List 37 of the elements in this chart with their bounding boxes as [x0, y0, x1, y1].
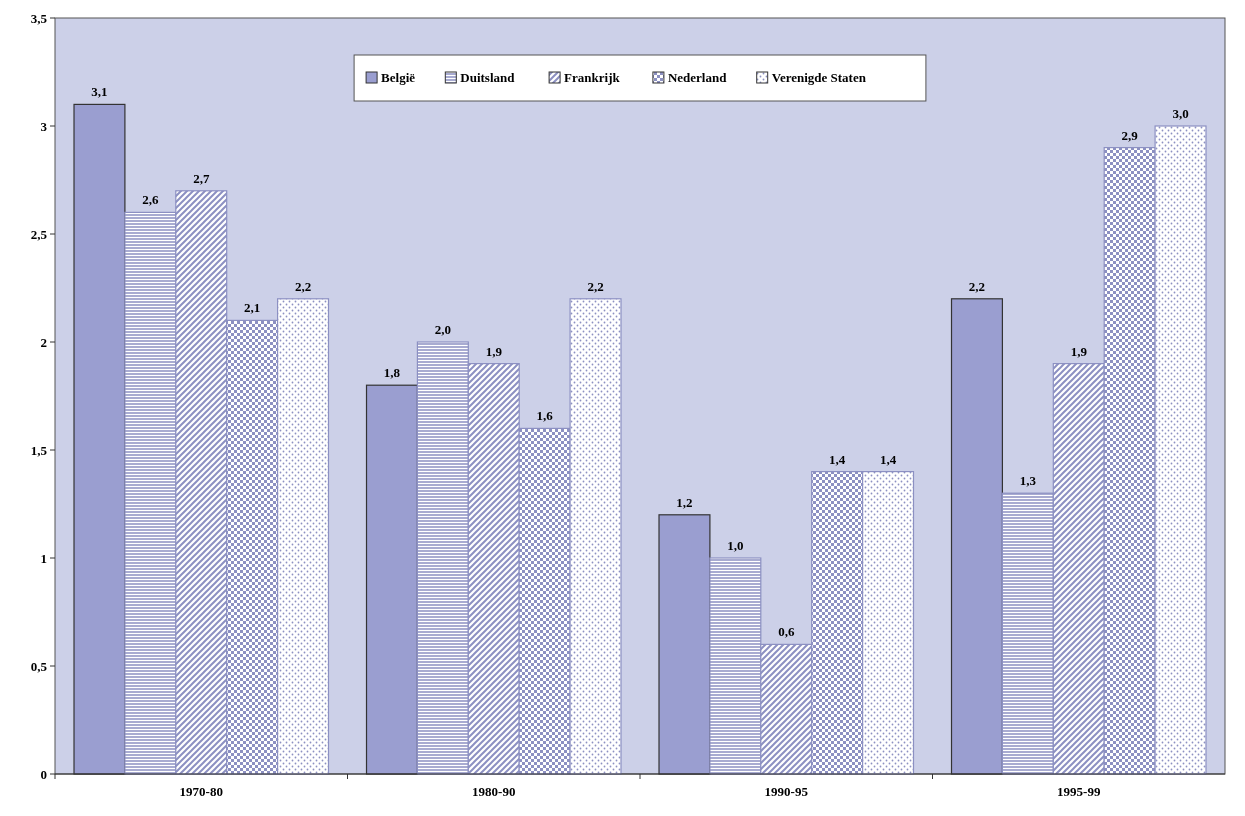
legend-label: Verenigde Staten — [771, 70, 867, 85]
data-label: 3,0 — [1172, 106, 1189, 121]
y-tick-label: 1 — [40, 550, 47, 566]
data-label: 1,9 — [485, 343, 503, 359]
data-label: 1,0 — [727, 538, 744, 553]
y-tick-label: 0 — [40, 766, 47, 782]
y-tick-label: 2 — [40, 334, 47, 350]
x-tick-label: 1990-95 — [764, 784, 809, 799]
x-tick-label: 1980-90 — [472, 784, 516, 799]
y-tick-label: 1,5 — [30, 442, 48, 458]
legend-label: Duitsland — [460, 70, 516, 85]
data-label: 3,1 — [91, 84, 108, 100]
legend-label: België — [381, 70, 416, 85]
data-label: 1,9 — [1070, 343, 1088, 359]
data-label: 1,6 — [536, 408, 554, 424]
data-label: 2,0 — [434, 322, 451, 337]
data-label: 1,2 — [676, 494, 693, 510]
data-label: 2,2 — [587, 278, 604, 294]
y-tick-label: 3 — [40, 118, 48, 134]
legend-label: Nederland — [667, 70, 728, 85]
x-tick-label: 1995-99 — [1057, 784, 1101, 799]
data-label: 1,3 — [1019, 473, 1037, 489]
data-label: 2,7 — [193, 170, 210, 186]
legend-label: Frankrijk — [564, 70, 621, 85]
data-label: 2,2 — [294, 278, 312, 294]
data-label: 0,6 — [778, 624, 795, 640]
y-tick-label: 2,5 — [30, 226, 48, 242]
data-label: 2,9 — [1121, 127, 1139, 143]
data-label: 1,8 — [383, 365, 401, 381]
y-tick-label: 3,5 — [30, 10, 48, 26]
x-tick-label: 1970-80 — [179, 784, 223, 799]
data-label: 1,4 — [829, 451, 846, 467]
data-label: 2,1 — [244, 300, 261, 316]
y-tick-label: 0,5 — [30, 658, 48, 674]
data-label: 1,4 — [879, 451, 897, 467]
data-label: 2,2 — [968, 278, 986, 294]
data-label: 2,6 — [142, 192, 159, 208]
